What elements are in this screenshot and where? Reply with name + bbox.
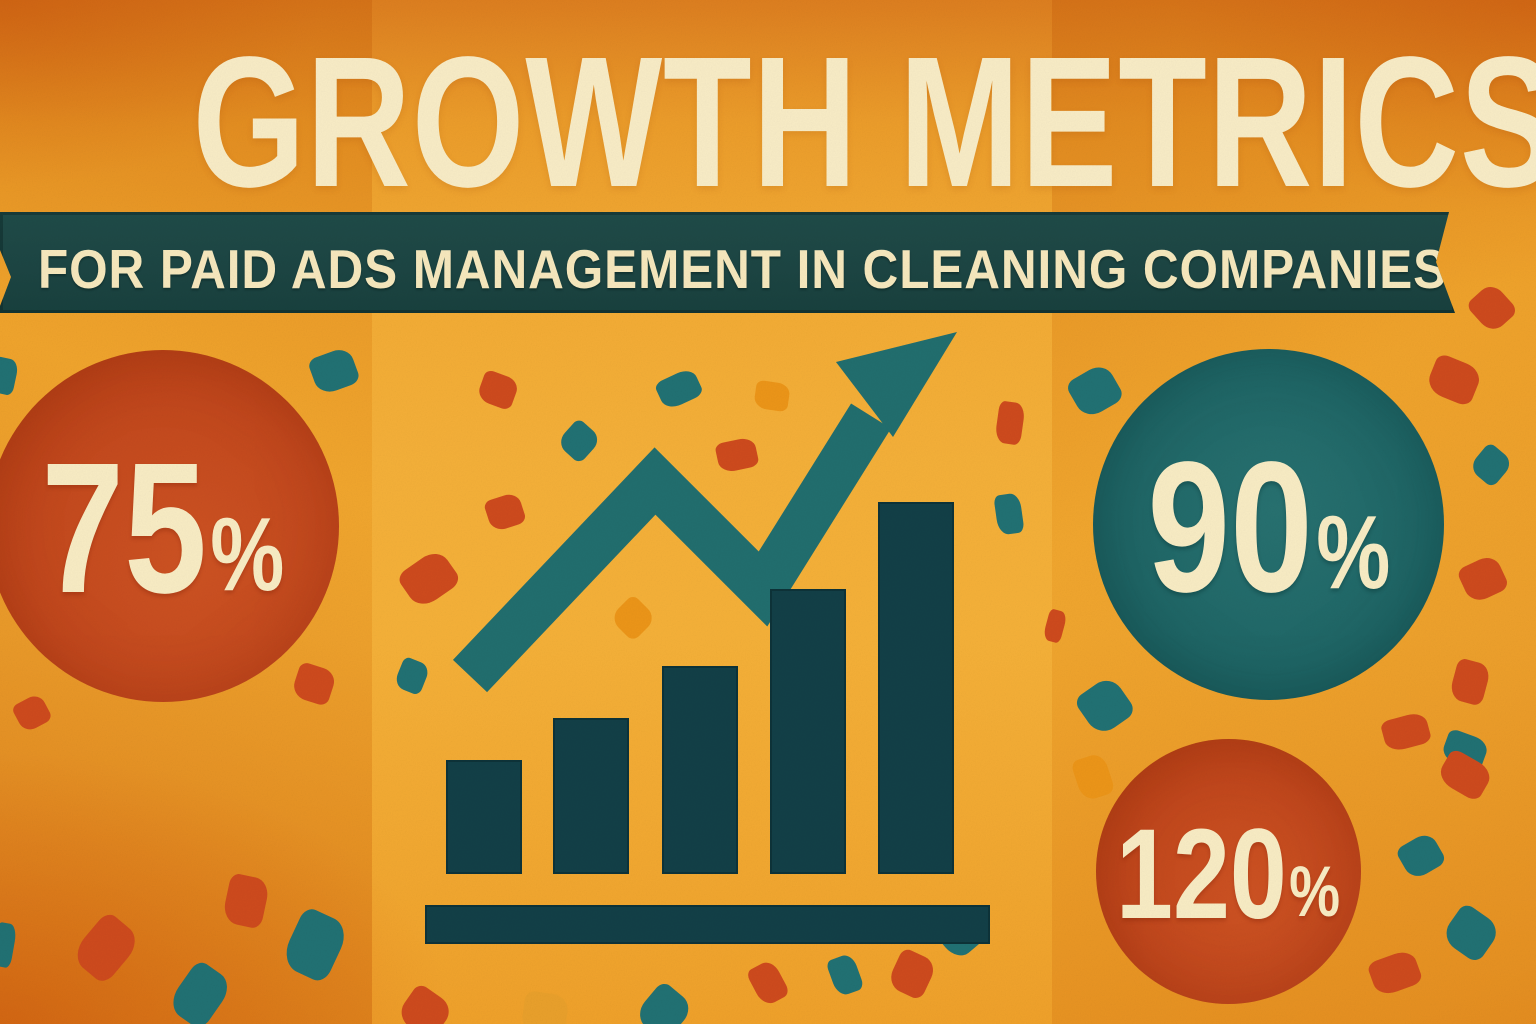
confetti-piece <box>393 655 431 697</box>
stat-digits: 90 <box>1147 423 1313 631</box>
subtitle-ribbon-banner: FOR PAID ADS MANAGEMENT IN CLEANING COMP… <box>0 212 1455 313</box>
stat-circle-120: 120% <box>1096 739 1361 1004</box>
confetti-piece <box>1072 673 1138 739</box>
confetti-piece <box>1379 710 1433 754</box>
page-title: GROWTH METRICS <box>0 30 1536 220</box>
percent-sign: % <box>1315 495 1390 612</box>
confetti-piece <box>1465 281 1519 335</box>
subtitle-text: FOR PAID ADS MANAGEMENT IN CLEANING COMP… <box>38 238 1448 300</box>
confetti-piece <box>993 492 1025 536</box>
confetti-piece <box>1424 352 1484 408</box>
confetti-piece <box>165 958 235 1024</box>
confetti-piece <box>1394 830 1448 882</box>
page-title-text: GROWTH METRICS <box>192 19 1536 226</box>
confetti-piece <box>608 593 658 643</box>
confetti-piece <box>290 661 338 707</box>
arrow-head <box>836 332 957 437</box>
confetti-piece <box>1455 552 1511 606</box>
confetti-piece <box>278 905 352 985</box>
confetti-piece <box>1439 727 1491 773</box>
confetti-piece <box>475 368 521 412</box>
confetti-piece <box>653 366 705 412</box>
confetti-piece <box>1064 361 1126 421</box>
percent-sign: % <box>1289 852 1341 933</box>
confetti-piece <box>69 910 143 986</box>
confetti-piece <box>0 921 18 969</box>
stat-digits: 120 <box>1116 802 1288 946</box>
confetti-piece <box>745 958 791 1008</box>
chart-bar <box>553 718 629 874</box>
confetti-piece <box>1070 751 1116 803</box>
confetti-piece <box>753 379 791 413</box>
confetti-piece <box>1467 441 1515 489</box>
stat-value-120: 120% <box>1116 805 1340 939</box>
confetti-piece <box>885 946 939 1002</box>
confetti-piece <box>714 436 760 474</box>
confetti-piece <box>1366 947 1424 999</box>
confetti-piece <box>555 417 603 465</box>
confetti-piece <box>825 952 865 998</box>
chart-bar <box>662 666 738 874</box>
confetti-piece <box>1435 747 1495 803</box>
stat-circle-90: 90% <box>1093 349 1444 700</box>
confetti-piece <box>394 982 456 1024</box>
chart-baseline <box>425 905 990 944</box>
confetti-piece <box>10 692 54 734</box>
chart-bar <box>878 502 954 874</box>
stat-value-75: 75% <box>42 430 285 622</box>
confetti-piece <box>520 990 570 1024</box>
confetti-piece <box>221 872 271 930</box>
confetti-piece <box>482 491 528 533</box>
confetti-piece <box>994 400 1026 446</box>
chart-bar <box>770 589 846 874</box>
confetti-piece <box>1042 608 1068 644</box>
chart-bar <box>446 760 522 874</box>
stat-digits: 75 <box>41 425 208 632</box>
confetti-piece <box>1448 657 1492 707</box>
confetti-piece <box>632 979 696 1024</box>
confetti-piece <box>0 355 20 397</box>
confetti-piece <box>306 345 362 397</box>
confetti-piece <box>395 546 463 612</box>
confetti-piece <box>1439 901 1503 965</box>
stat-circle-75: 75% <box>0 350 339 702</box>
percent-sign: % <box>210 496 285 613</box>
stat-value-90: 90% <box>1147 429 1390 621</box>
